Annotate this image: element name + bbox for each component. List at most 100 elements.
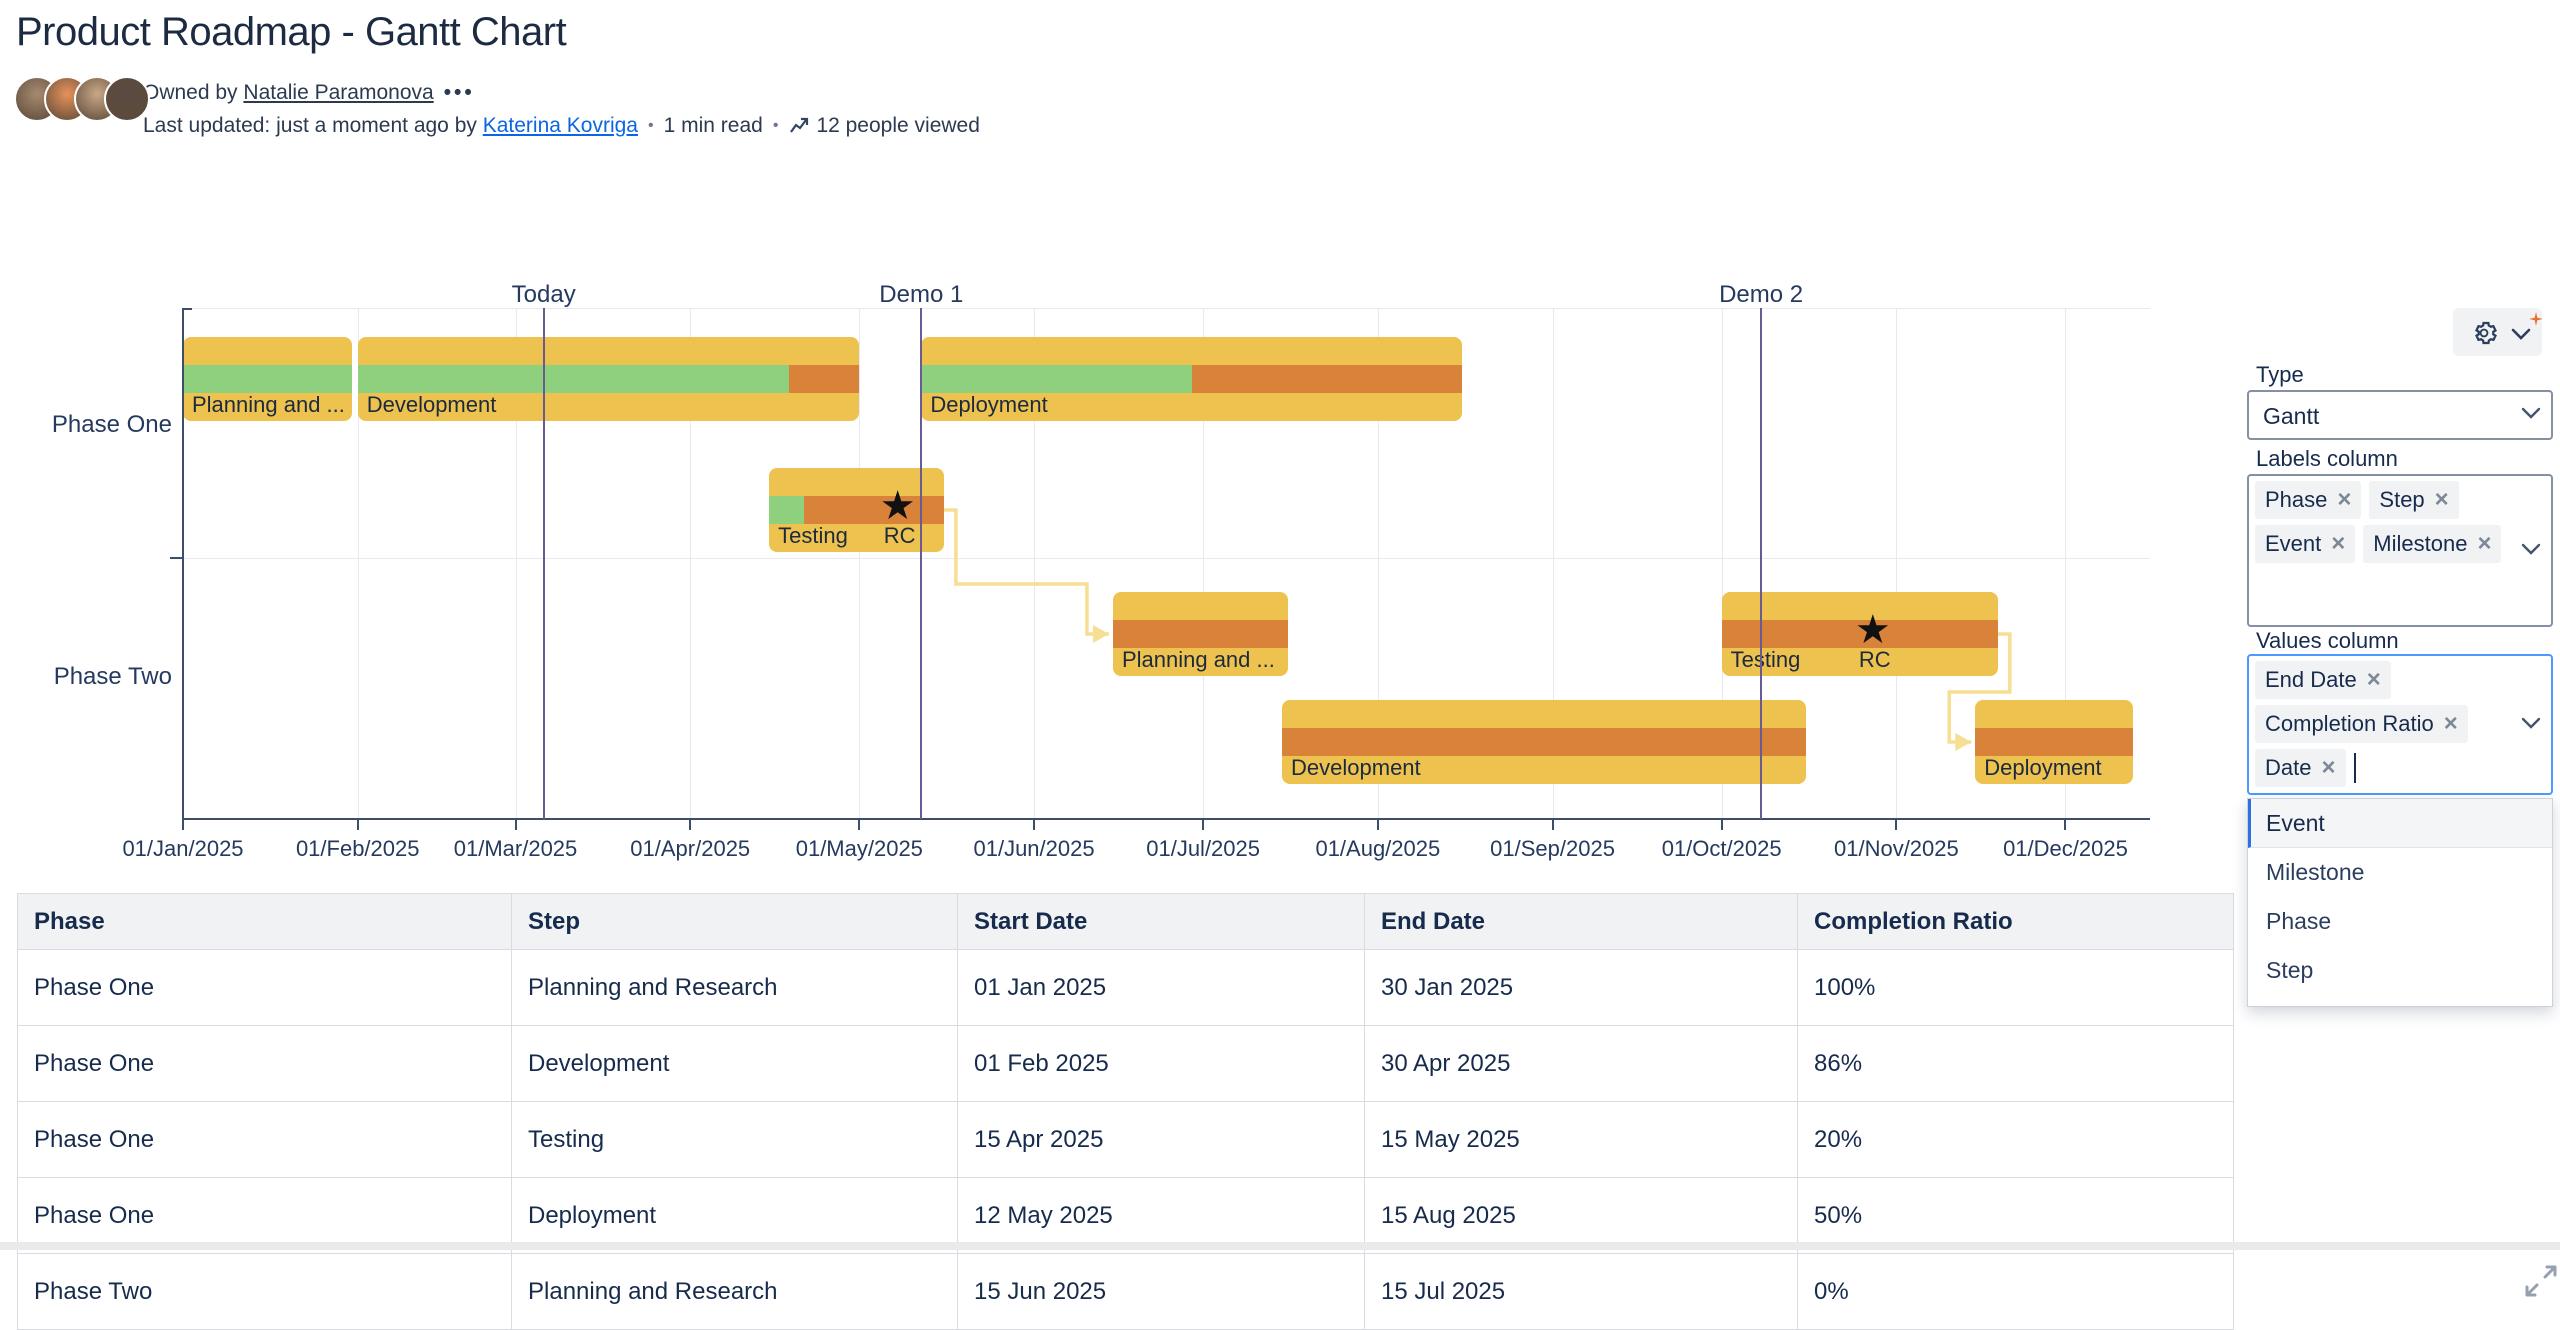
bar-progress-track [183, 365, 353, 393]
labels-column-select[interactable]: Phase × Step × Event × Milestone × [2247, 474, 2553, 627]
remove-tag-icon[interactable]: × [2443, 710, 2458, 737]
bar-label: Testing [1730, 647, 1801, 672]
gridline [690, 308, 692, 819]
tag-phase[interactable]: Phase × [2255, 481, 2362, 519]
table-cell: Phase One [17, 1025, 512, 1102]
milestone-star-icon[interactable]: ★ [1854, 608, 1891, 652]
chevron-down-icon[interactable] [2521, 543, 2541, 555]
gantt-bar[interactable]: Planning and ... [1112, 592, 1288, 676]
tag-milestone[interactable]: Milestone × [2363, 525, 2502, 563]
y-axis-top-tick [182, 308, 192, 310]
gridline [1896, 308, 1898, 819]
table-cell: Development [511, 1025, 958, 1102]
remove-tag-icon[interactable]: × [2477, 530, 2492, 557]
gantt-bar[interactable]: Deployment [1975, 700, 2134, 784]
table-cell: 30 Jan 2025 [1364, 949, 1798, 1026]
gantt-bar[interactable]: Testing ★ RC [1721, 592, 1998, 676]
table-cell: 50% [1797, 1177, 2234, 1254]
axis-tick-label: 01/Mar/2025 [453, 836, 578, 861]
axis-tick-label: 01/Feb/2025 [295, 836, 420, 861]
axis-tick-label: 01/Apr/2025 [630, 836, 751, 861]
table-cell: 100% [1797, 949, 2234, 1026]
tag-label: Milestone [2373, 531, 2468, 556]
values-column-dropdown: Event Milestone Phase Step [2247, 798, 2553, 1007]
tag-label: Phase [2265, 487, 2328, 512]
table-cell: 15 May 2025 [1364, 1101, 1798, 1178]
table-header-cell: Step [511, 893, 958, 950]
dropdown-option-step[interactable]: Step [2266, 957, 2314, 983]
gridline [1377, 308, 1379, 819]
type-label: Type [2256, 362, 2304, 387]
axis-tick-label: 01/Oct/2025 [1661, 836, 1782, 861]
tag-event[interactable]: Event × [2255, 525, 2356, 563]
axis-tick-label: 01/Dec/2025 [2003, 836, 2128, 861]
resize-handle-icon[interactable] [2522, 1262, 2560, 1305]
owner-link[interactable]: Natalie Paramonova [243, 81, 434, 104]
table-cell: 12 May 2025 [957, 1177, 1365, 1254]
axis-tick [356, 819, 359, 830]
remove-tag-icon[interactable]: × [2366, 666, 2381, 693]
more-options-button[interactable]: ••• [443, 81, 475, 104]
gridline [1203, 308, 1205, 819]
dropdown-option-event[interactable]: Event [2248, 799, 2552, 848]
table-cell: Phase One [17, 1177, 512, 1254]
bar-label: Deployment [1984, 755, 2102, 780]
data-table: Phase Step Start Date End Date Completion Ra… [17, 893, 2234, 1330]
table-cell: 15 Apr 2025 [957, 1101, 1365, 1178]
gantt-bar[interactable]: Development [1282, 700, 1807, 784]
axis-tick [1376, 819, 1379, 830]
gridline [357, 308, 359, 819]
gear-icon [2475, 321, 2497, 345]
values-column-select[interactable]: End Date × Completion Ratio × Date × [2247, 654, 2553, 795]
chart-settings-button[interactable] [2453, 308, 2543, 356]
last-updated-label: Last updated: just a moment ago by [143, 114, 477, 137]
tag-completion-ratio[interactable]: Completion Ratio × [2255, 705, 2468, 743]
labels-column-label: Labels column [2256, 446, 2398, 471]
table-cell: Deployment [511, 1177, 958, 1254]
gridline [1721, 308, 1723, 819]
bar-progress-track [769, 496, 944, 524]
gantt-bar[interactable]: Deployment [921, 337, 1463, 421]
bar-progress-track [1975, 728, 2134, 756]
views-count: 12 people viewed [816, 114, 980, 137]
remove-tag-icon[interactable]: × [2331, 530, 2346, 557]
axis-tick [858, 819, 861, 830]
tag-step[interactable]: Step × [2369, 481, 2459, 519]
gantt-bar[interactable]: Planning and ... [183, 337, 353, 421]
table-header-cell: Completion Ratio [1797, 893, 2234, 950]
tag-date[interactable]: Date × [2255, 749, 2346, 787]
avatar[interactable] [104, 76, 150, 122]
table-cell: 30 Apr 2025 [1364, 1025, 1798, 1102]
chevron-down-icon[interactable] [2521, 717, 2541, 729]
byline-owner-row: Owned by Natalie Paramonova ••• [143, 76, 980, 109]
gantt-bar[interactable]: Development [357, 337, 860, 421]
page-title: Product Roadmap - Gantt Chart [16, 10, 567, 54]
axis-tick-label: 01/May/2025 [795, 836, 923, 861]
dropdown-option-phase[interactable]: Phase [2266, 908, 2332, 934]
gridline [1552, 308, 1554, 819]
remove-tag-icon[interactable]: × [2434, 486, 2449, 513]
row-divider [183, 558, 2150, 559]
milestone-star-icon[interactable]: ★ [879, 484, 916, 528]
table-row: Phase One Deployment 12 May 2025 15 Aug 202… [17, 1177, 2234, 1254]
tag-label: Date [2265, 755, 2312, 780]
updater-link[interactable]: Katerina Kovriga [482, 114, 638, 137]
remove-tag-icon[interactable]: × [2337, 486, 2352, 513]
axis-tick [1202, 819, 1205, 830]
table-cell: Planning and Research [511, 949, 958, 1026]
tag-end-date[interactable]: End Date × [2255, 661, 2391, 699]
dot-separator: • [648, 117, 654, 134]
dropdown-option-milestone[interactable]: Milestone [2266, 859, 2365, 885]
table-cell: 20% [1797, 1101, 2234, 1178]
type-select[interactable]: Gantt [2247, 390, 2553, 440]
gantt-bar[interactable]: Testing ★ RC [769, 468, 944, 552]
chevron-down-icon[interactable] [2521, 407, 2541, 419]
axis-tick [2064, 819, 2067, 830]
bar-progress-done [769, 496, 805, 524]
table-cell: 01 Feb 2025 [957, 1025, 1365, 1102]
text-cursor [2353, 753, 2356, 783]
axis-tick-label: 01/Sep/2025 [1490, 836, 1615, 861]
remove-tag-icon[interactable]: × [2321, 754, 2336, 781]
axis-tick [689, 819, 692, 830]
y-axis-row-tick [170, 557, 183, 559]
